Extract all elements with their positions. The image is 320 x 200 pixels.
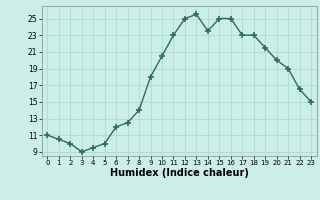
X-axis label: Humidex (Indice chaleur): Humidex (Indice chaleur) <box>110 168 249 178</box>
